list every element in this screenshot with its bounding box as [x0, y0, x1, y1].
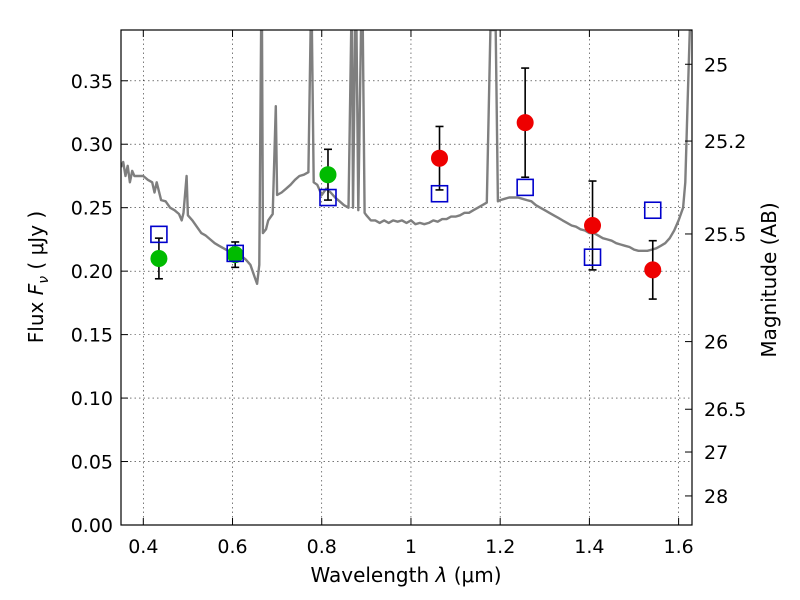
y2-tick-label: 25.2	[704, 131, 746, 153]
error-bars	[154, 67, 657, 300]
data-point-circle	[431, 149, 449, 167]
y2-tick-label: 25.5	[704, 224, 746, 246]
photometry-markers	[150, 114, 662, 279]
y-tick-label: 0.15	[71, 325, 113, 347]
data-point-circle	[150, 249, 168, 267]
data-point-circle	[516, 114, 534, 132]
y2-tick-label: 26	[704, 332, 728, 354]
spectrum-line	[121, 30, 692, 285]
grid	[121, 30, 692, 526]
axis-ticks	[121, 30, 692, 526]
data-point-circle	[584, 216, 602, 234]
model-point-square	[516, 178, 534, 197]
tick-labels: 0.4 0.6 0.8 1 1.2 1.4 1.6 0.00 0.05 0.10 0.15 0.20 0…	[71, 54, 747, 558]
model-point-square	[319, 188, 337, 207]
model-point-square	[150, 225, 168, 244]
model-point-square	[583, 248, 602, 266]
x-tick-label: 0.4	[128, 536, 158, 558]
x-tick-label: 1.2	[485, 536, 515, 558]
y2-tick-label: 27	[704, 442, 728, 464]
y-tick-label: 0.25	[71, 198, 113, 220]
y2-axis-label: Magnitude (AB)	[757, 202, 781, 357]
y-tick-label: 0.05	[71, 452, 113, 474]
x-tick-label: 0.8	[307, 536, 337, 558]
y-axis-label: Flux Fν ( μJy )	[24, 211, 52, 343]
data-point-circle	[319, 166, 337, 184]
y-tick-label: 0.20	[71, 261, 113, 283]
x-axis-label: Wavelength λ (μm)	[310, 563, 501, 587]
model-point-square	[226, 244, 244, 263]
y2-tick-label: 26.5	[704, 399, 746, 421]
x-tick-label: 1	[405, 536, 417, 558]
y-tick-label: 0.30	[71, 134, 113, 156]
y2-tick-label: 28	[704, 486, 728, 508]
data-point-circle	[226, 246, 244, 264]
model-point-square	[430, 184, 449, 203]
data-point-circle	[644, 261, 662, 279]
plot-frame	[120, 29, 693, 526]
x-tick-label: 1.4	[574, 536, 604, 558]
model-point-square	[643, 201, 662, 220]
y-tick-label: 0.10	[71, 388, 113, 410]
y-tick-label: 0.35	[71, 71, 113, 93]
y2-tick-label: 25	[704, 54, 728, 76]
x-tick-label: 1.6	[664, 536, 694, 558]
y-tick-label: 0.00	[71, 515, 113, 537]
model-spectrum	[121, 30, 692, 285]
x-tick-label: 0.6	[217, 536, 247, 558]
